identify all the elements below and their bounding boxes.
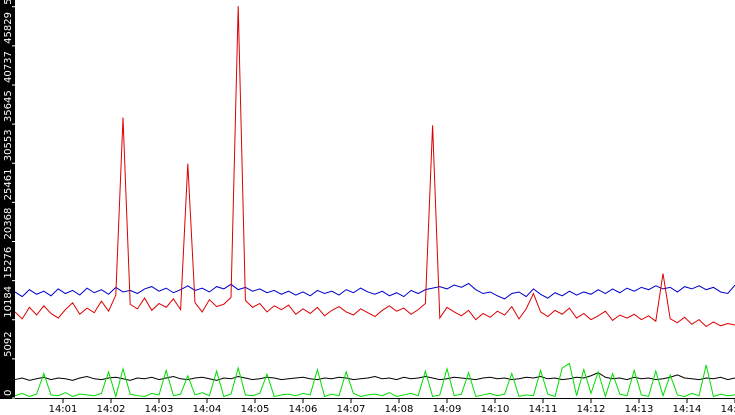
x-tick-label: 14:01 bbox=[49, 404, 78, 415]
y-tick-label: 10184 bbox=[3, 286, 14, 318]
x-tick-label: 14:13 bbox=[625, 404, 654, 415]
y-tick-label: 40737 bbox=[3, 51, 14, 83]
x-tick-label: 14:15 bbox=[721, 404, 735, 415]
series-line bbox=[14, 362, 735, 399]
x-tick-label: 14:08 bbox=[385, 404, 414, 415]
series-line bbox=[14, 282, 735, 300]
y-tick-label: 25461 bbox=[3, 169, 14, 201]
y-tick-label: 30553 bbox=[3, 129, 14, 161]
y-axis-strip bbox=[0, 0, 15, 398]
y-tick-label: 50922 bbox=[3, 0, 14, 5]
x-tick-label: 14:05 bbox=[241, 404, 270, 415]
y-tick-label: 20368 bbox=[3, 208, 14, 240]
y-tick-label: 45829 bbox=[3, 12, 14, 44]
y-tick-label: 15276 bbox=[3, 247, 14, 279]
x-tick-label: 14:14 bbox=[673, 404, 702, 415]
x-tick-label: 14:11 bbox=[529, 404, 558, 415]
x-tick-label: 14:02 bbox=[97, 404, 126, 415]
y-tick-label: 35645 bbox=[3, 90, 14, 122]
x-tick-label: 14:07 bbox=[337, 404, 366, 415]
series-line bbox=[14, 6, 735, 328]
series-line bbox=[14, 372, 735, 381]
x-tick-label: 14:04 bbox=[193, 404, 222, 415]
x-tick-label: 14:03 bbox=[145, 404, 174, 415]
y-tick-label: 5092 bbox=[3, 331, 14, 356]
x-tick-label: 14:06 bbox=[289, 404, 318, 415]
x-tick-label: 14:09 bbox=[433, 404, 462, 415]
x-tick-label: 14:12 bbox=[577, 404, 606, 415]
x-tick-label: 14:10 bbox=[481, 404, 510, 415]
y-tick-label: 0 bbox=[3, 390, 14, 396]
